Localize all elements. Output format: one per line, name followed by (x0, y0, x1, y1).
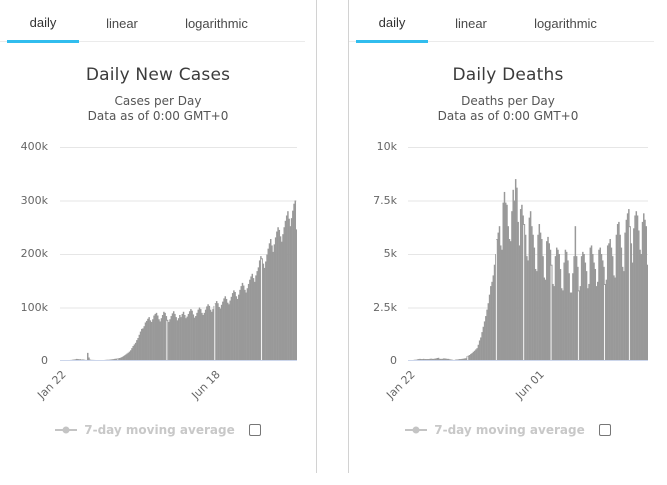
daily-deaths-panel: daily linear logarithmic Daily Deaths De… (348, 0, 667, 473)
deaths-bar-chart-plot[interactable] (408, 147, 648, 361)
y-tick-300k: 300k (20, 194, 48, 207)
chart-subtitle: Cases per Day Data as of 0:00 GMT+0 (0, 94, 316, 124)
subtitle-line-1: Deaths per Day (461, 94, 555, 108)
tab-daily[interactable]: daily (7, 9, 79, 43)
moving-average-checkbox[interactable] (248, 424, 261, 436)
cases-bar-chart-plot[interactable] (60, 147, 297, 361)
chart-title: Daily New Cases (85, 65, 231, 85)
tab-logarithmic[interactable]: logarithmic (185, 16, 248, 31)
y-tick-200k: 200k (20, 247, 48, 260)
deaths-legend: 7-day moving average (349, 423, 667, 437)
moving-average-marker-icon (55, 425, 78, 435)
x-tick-jan22: Jan 22 (383, 368, 418, 402)
tab-daily[interactable]: daily (356, 9, 428, 43)
subtitle-line-2: Data as of 0:00 GMT+0 (87, 109, 229, 123)
daily-new-cases-panel: daily linear logarithmic Daily New Cases… (0, 0, 317, 473)
y-tick-0: 0 (41, 354, 48, 367)
subtitle-line-2: Data as of 0:00 GMT+0 (437, 109, 579, 123)
tab-linear[interactable]: linear (106, 16, 138, 31)
moving-average-marker-icon (405, 425, 428, 435)
y-tick-400k: 400k (20, 140, 48, 153)
y-tick-10k: 10k (376, 140, 397, 153)
tab-linear[interactable]: linear (455, 16, 487, 31)
x-tick-jun01: Jun 01 (513, 368, 548, 402)
y-tick-100k: 100k (20, 301, 48, 314)
moving-average-checkbox[interactable] (598, 424, 611, 436)
subtitle-line-1: Cases per Day (114, 94, 202, 108)
y-tick-0: 0 (390, 354, 397, 367)
chart-subtitle: Deaths per Day Data as of 0:00 GMT+0 (349, 94, 667, 124)
x-tick-jan22: Jan 22 (34, 368, 69, 402)
tab-logarithmic[interactable]: logarithmic (534, 16, 597, 31)
deaths-chart-tabs: daily linear logarithmic (349, 0, 654, 43)
x-tick-jun18: Jun 18 (189, 368, 224, 402)
cases-legend: 7-day moving average (0, 423, 316, 437)
chart-title: Daily Deaths (452, 65, 564, 85)
y-tick-7-5k: 7.5k (373, 194, 397, 207)
cases-chart-tabs: daily linear logarithmic (0, 0, 305, 43)
y-tick-5k: 5k (383, 247, 397, 260)
moving-average-legend-label[interactable]: 7-day moving average (434, 423, 585, 437)
y-tick-2-5k: 2.5k (373, 301, 397, 314)
moving-average-legend-label[interactable]: 7-day moving average (84, 423, 235, 437)
